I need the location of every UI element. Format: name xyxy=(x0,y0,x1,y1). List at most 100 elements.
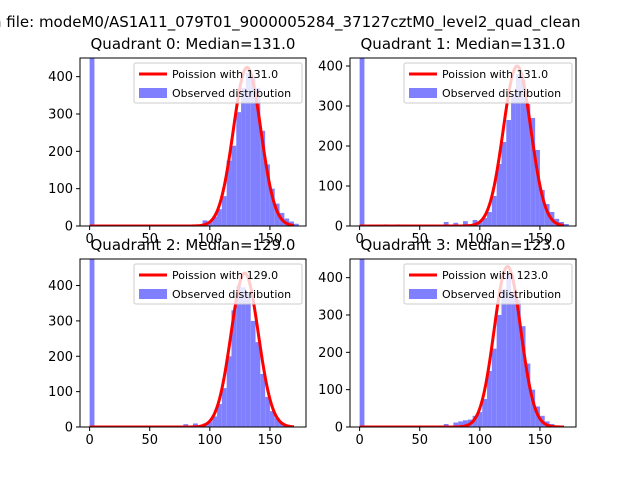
histogram-bar xyxy=(511,94,516,226)
x-tick-label: 50 xyxy=(411,433,428,448)
histogram-bar xyxy=(226,160,232,226)
x-tick-label: 100 xyxy=(197,433,222,448)
histogram-bar xyxy=(255,342,261,427)
histogram-bar xyxy=(453,422,459,427)
histogram-bar xyxy=(221,388,227,427)
legend-label-poisson: Poission with 131.0 xyxy=(442,68,548,81)
histogram-bar xyxy=(255,87,261,226)
x-tick-label: 150 xyxy=(258,433,283,448)
histogram-bar xyxy=(496,315,502,427)
histogram-bar xyxy=(269,411,275,427)
axes-frame xyxy=(79,57,307,227)
y-tick-label: 0 xyxy=(335,421,343,436)
histogram-bar xyxy=(487,212,492,226)
histogram-bar xyxy=(487,371,492,427)
y-tick-label: 200 xyxy=(48,350,73,365)
panel-2: 0 50 100 150 0 100 200 300 400 Quadrant 2: Median… xyxy=(48,236,307,448)
histogram-bar xyxy=(520,326,526,427)
histogram-bar xyxy=(511,292,516,427)
histogram-bar xyxy=(245,72,251,226)
histogram-bar xyxy=(217,209,222,226)
histogram-bar xyxy=(245,292,251,427)
x-tick-label: 0 xyxy=(355,433,363,448)
plot-area xyxy=(359,58,569,226)
x-tick-label: 150 xyxy=(528,433,553,448)
axes-frame xyxy=(79,258,307,428)
histogram-bar xyxy=(269,188,275,226)
legend-label-observed: Observed distribution xyxy=(442,87,561,100)
histogram-bar xyxy=(501,142,507,226)
y-tick-label: 400 xyxy=(48,70,73,85)
x-tick-label: 0 xyxy=(85,232,93,247)
histogram-bar xyxy=(212,416,218,427)
y-tick-label: 200 xyxy=(48,145,73,160)
figure-suptitle: n file: modeM0/AS1A11_079T01_9000005284_… xyxy=(0,13,581,32)
x-tick-label: 150 xyxy=(258,232,283,247)
legend: Poission with 129.0 Observed distribution xyxy=(133,263,303,305)
histogram-bar xyxy=(265,164,270,226)
histogram-bar xyxy=(193,423,198,427)
x-tick-label: 50 xyxy=(411,232,428,247)
y-tick-label: 100 xyxy=(318,383,343,398)
panels: 0 50 100 150 0 100 200 300 400 Quadrant 0: Median… xyxy=(48,35,577,448)
histogram-bar xyxy=(89,259,95,427)
y-tick-label: 100 xyxy=(318,180,343,195)
y-tick-label: 300 xyxy=(48,108,73,123)
histogram-bar xyxy=(515,74,521,226)
panel-title: Quadrant 0: Median=131.0 xyxy=(91,35,296,53)
legend-label-poisson: Poission with 123.0 xyxy=(442,269,548,282)
histogram-bar xyxy=(525,363,531,427)
y-tick-label: 300 xyxy=(318,100,343,115)
legend-box xyxy=(403,62,573,104)
legend-label-observed: Observed distribution xyxy=(172,288,291,301)
histogram-bar xyxy=(463,420,468,427)
legend-bar-swatch xyxy=(139,289,167,299)
histogram-bar xyxy=(359,58,365,226)
histogram-bar xyxy=(563,224,569,226)
histogram-bar xyxy=(236,285,242,427)
y-tick-label: 100 xyxy=(48,182,73,197)
histogram-bar xyxy=(241,87,246,226)
y-tick-label: 200 xyxy=(318,140,343,155)
y-tick-label: 0 xyxy=(335,220,343,235)
x-tick-label: 100 xyxy=(467,433,492,448)
histogram-bar xyxy=(231,145,237,226)
histogram-bar xyxy=(226,356,232,427)
histogram-bar xyxy=(491,348,497,427)
x-tick-label: 100 xyxy=(197,232,222,247)
y-tick-label: 200 xyxy=(318,346,343,361)
histogram-bar xyxy=(544,204,550,226)
histogram-bar xyxy=(89,58,95,226)
histogram-bar xyxy=(506,273,512,427)
histogram-bar xyxy=(525,104,531,226)
histogram-bar xyxy=(506,120,512,226)
panel-1: 0 50 100 150 0 100 200 300 400 Quadrant 1: Median… xyxy=(318,35,577,247)
histogram-bar xyxy=(482,399,488,427)
histogram-bar xyxy=(250,76,256,226)
histogram-bar xyxy=(231,310,237,427)
x-tick-label: 0 xyxy=(85,433,93,448)
histogram-bar xyxy=(236,112,242,226)
legend-box xyxy=(133,62,303,104)
legend-bar-swatch xyxy=(409,88,437,98)
panel-title: Quadrant 3: Median=123.0 xyxy=(361,236,566,254)
histogram-bar xyxy=(250,320,256,427)
histogram-bar xyxy=(260,130,266,226)
y-tick-label: 400 xyxy=(48,279,73,294)
x-tick-label: 150 xyxy=(528,232,553,247)
x-tick-label: 50 xyxy=(141,232,158,247)
histogram-bar xyxy=(530,389,536,427)
histogram-bar xyxy=(463,221,468,226)
histogram-bar xyxy=(207,421,213,427)
histogram-bar xyxy=(535,150,540,226)
histogram-bar xyxy=(501,288,507,427)
histogram-bar xyxy=(530,118,536,226)
legend: Poission with 123.0 Observed distribution xyxy=(403,263,573,305)
axes-frame xyxy=(349,258,577,428)
legend-label-poisson: Poission with 129.0 xyxy=(172,269,278,282)
histogram-bar xyxy=(221,196,227,226)
histogram-bar xyxy=(520,80,526,226)
histogram-bar xyxy=(443,222,449,226)
histogram-bar xyxy=(217,404,222,427)
